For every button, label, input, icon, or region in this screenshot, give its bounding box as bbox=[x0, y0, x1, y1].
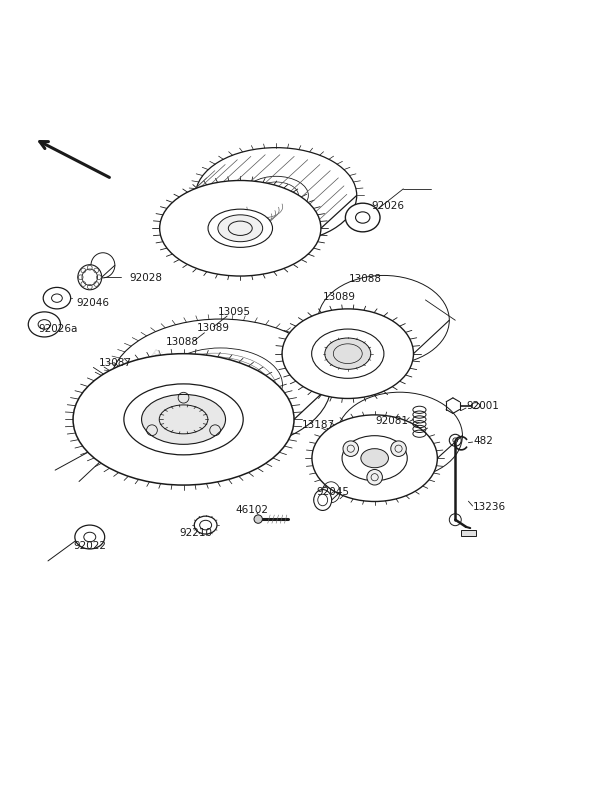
Ellipse shape bbox=[346, 203, 380, 232]
Text: 92028: 92028 bbox=[130, 273, 163, 283]
Ellipse shape bbox=[75, 525, 105, 549]
Text: 46102: 46102 bbox=[236, 506, 269, 515]
Text: 92022: 92022 bbox=[73, 541, 106, 551]
Text: 13089: 13089 bbox=[197, 323, 230, 333]
Text: 13187: 13187 bbox=[301, 420, 334, 430]
Text: 13236: 13236 bbox=[473, 502, 506, 512]
Text: 92210: 92210 bbox=[179, 528, 212, 538]
Text: 482: 482 bbox=[473, 436, 493, 447]
Text: 13095: 13095 bbox=[218, 307, 251, 317]
Ellipse shape bbox=[282, 309, 413, 399]
Ellipse shape bbox=[325, 338, 371, 370]
Circle shape bbox=[367, 469, 382, 485]
Ellipse shape bbox=[73, 354, 294, 485]
Ellipse shape bbox=[124, 384, 243, 455]
Ellipse shape bbox=[312, 415, 437, 502]
Ellipse shape bbox=[314, 490, 332, 510]
Text: 92046: 92046 bbox=[77, 298, 110, 308]
Text: 92001: 92001 bbox=[466, 400, 499, 411]
Ellipse shape bbox=[361, 449, 388, 468]
Ellipse shape bbox=[218, 215, 263, 242]
Ellipse shape bbox=[342, 436, 407, 480]
Text: 92081: 92081 bbox=[376, 416, 409, 426]
Circle shape bbox=[343, 441, 359, 456]
Text: 13088: 13088 bbox=[349, 274, 382, 284]
Text: 92026a: 92026a bbox=[38, 323, 78, 334]
Text: 92045: 92045 bbox=[316, 487, 349, 497]
Ellipse shape bbox=[43, 287, 71, 309]
Text: 13087: 13087 bbox=[98, 358, 131, 367]
Ellipse shape bbox=[208, 209, 272, 247]
Ellipse shape bbox=[28, 312, 61, 337]
Ellipse shape bbox=[142, 394, 226, 444]
Ellipse shape bbox=[78, 265, 102, 290]
Circle shape bbox=[391, 441, 406, 456]
Ellipse shape bbox=[311, 329, 384, 378]
Ellipse shape bbox=[160, 181, 321, 276]
Text: 13088: 13088 bbox=[166, 338, 199, 347]
Text: Pieces-detachees-moto.fr: Pieces-detachees-moto.fr bbox=[147, 348, 286, 450]
Polygon shape bbox=[461, 530, 476, 536]
Text: 92026: 92026 bbox=[371, 201, 404, 211]
Ellipse shape bbox=[194, 516, 217, 534]
Text: 13089: 13089 bbox=[322, 292, 355, 302]
Circle shape bbox=[254, 515, 262, 524]
